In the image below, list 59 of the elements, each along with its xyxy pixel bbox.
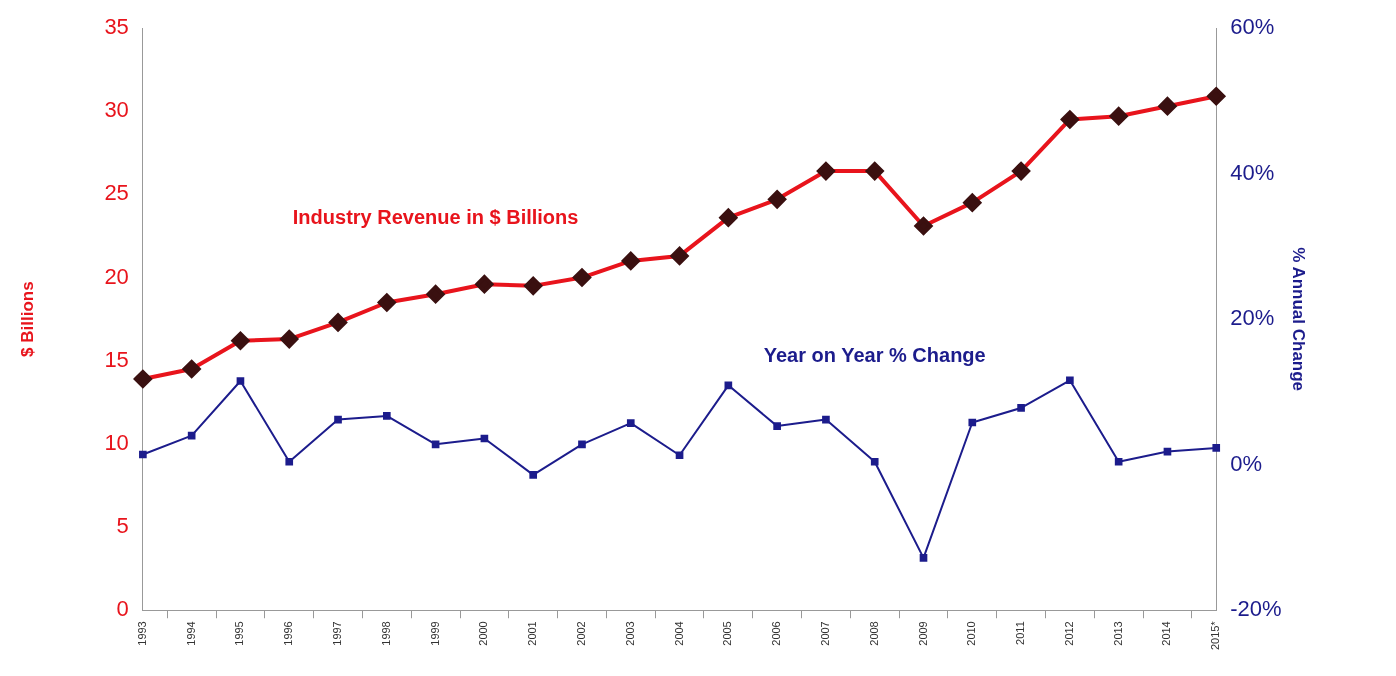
- point: [1114, 457, 1123, 466]
- x-tick-label: 2005: [721, 621, 734, 646]
- point: [968, 418, 977, 427]
- y-tick-label: 10: [104, 429, 129, 455]
- point: [1066, 376, 1074, 385]
- x-tick-label: 2011: [1014, 621, 1027, 645]
- x-tick-label: 2009: [916, 621, 929, 646]
- point: [529, 471, 538, 479]
- x-tick-label: 1997: [331, 621, 344, 646]
- x-tick-label: 2001: [526, 621, 539, 646]
- x-tick-label: 1999: [428, 621, 441, 646]
- x-tick-label: 2012: [1062, 621, 1075, 646]
- point: [139, 450, 147, 459]
- point: [822, 415, 830, 424]
- x-tick-label: 1998: [379, 621, 392, 646]
- point: [919, 554, 928, 562]
- x-tick-label: 2015*: [1209, 620, 1222, 651]
- x-tick-label: 2010: [965, 621, 978, 646]
- y-axis-title: $ Billions: [17, 281, 37, 357]
- y2-tick-label: 60%: [1230, 14, 1275, 40]
- y2-tick-label: -20%: [1230, 596, 1282, 622]
- text: Industry Revenue in $ Billions: [292, 206, 579, 229]
- point: [870, 457, 879, 466]
- point: [1017, 404, 1025, 412]
- point: [236, 377, 245, 385]
- x-tick-label: 2008: [867, 621, 880, 646]
- point: [334, 415, 342, 424]
- point: [675, 451, 684, 460]
- y-tick-label: 25: [104, 180, 129, 206]
- point: [626, 419, 635, 428]
- y2-axis-title: % Annual Change: [1289, 247, 1309, 392]
- point: [431, 440, 440, 449]
- x-tick-label: 1996: [282, 621, 295, 646]
- y-tick-label: 35: [104, 14, 129, 40]
- y2-tick-label: 20%: [1230, 305, 1275, 331]
- x-tick-label: 2002: [575, 621, 588, 646]
- y2-tick-label: 0%: [1230, 450, 1263, 476]
- point: [285, 457, 294, 466]
- x-tick-label: 2013: [1111, 621, 1124, 646]
- y-tick-label: 0: [116, 596, 129, 622]
- x-tick-label: 2007: [818, 621, 831, 646]
- y-tick-label: 15: [104, 346, 129, 372]
- x-tick-label: 1995: [233, 621, 246, 646]
- x-tick-label: 2000: [477, 621, 490, 646]
- y2-tick-label: 40%: [1230, 159, 1275, 185]
- x-tick-label: 2004: [672, 621, 685, 646]
- y-tick-label: 20: [104, 263, 129, 289]
- x-tick-label: 2006: [770, 621, 783, 646]
- point: [1212, 444, 1221, 452]
- x-tick-label: 1994: [184, 621, 197, 646]
- x-tick-label: 2003: [623, 621, 636, 646]
- x-tick-label: 1993: [135, 621, 148, 646]
- y-tick-label: 30: [104, 97, 129, 123]
- point: [773, 422, 781, 430]
- x-tick-label: 2014: [1160, 621, 1173, 646]
- y-tick-label: 5: [116, 513, 129, 539]
- point: [382, 412, 391, 420]
- point: [578, 440, 586, 449]
- series-label: Year on Year % Change: [763, 343, 986, 366]
